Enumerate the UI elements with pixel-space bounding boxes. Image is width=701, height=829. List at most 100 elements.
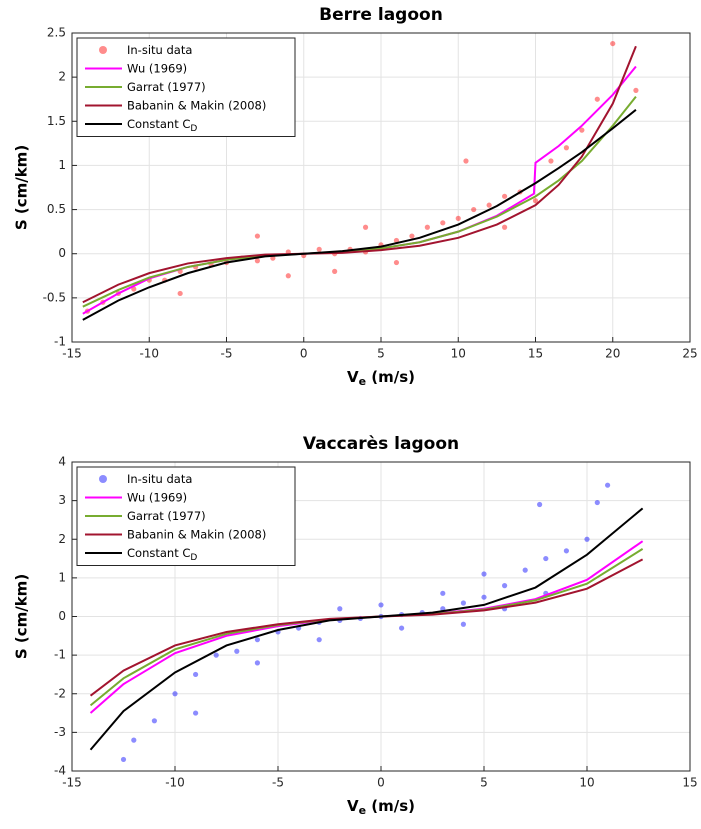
- legend-label: Babanin & Makin (2008): [127, 98, 266, 112]
- legend-label: Wu (1969): [127, 61, 187, 75]
- legend-label-main: Constant C: [127, 546, 190, 560]
- data-point: [594, 499, 600, 506]
- data-point: [172, 691, 178, 697]
- x-tick-label: -10: [165, 776, 185, 790]
- legend-label: In-situ data: [127, 472, 192, 486]
- x-tick-label: 15: [528, 347, 543, 361]
- data-point: [332, 268, 338, 274]
- data-point: [193, 671, 199, 678]
- y-axis-label: S (cm/km): [13, 145, 31, 230]
- x-tick-label: 20: [605, 347, 620, 361]
- data-point: [455, 215, 461, 221]
- data-point: [378, 602, 384, 608]
- x-tick-label: -5: [221, 347, 233, 361]
- data-point: [463, 158, 469, 164]
- legend-label: Constant CD: [127, 117, 197, 134]
- y-tick-label: 2.5: [47, 26, 66, 40]
- data-point: [213, 652, 219, 658]
- data-point: [151, 718, 157, 724]
- y-tick-label: -4: [54, 764, 66, 778]
- data-point: [440, 220, 446, 226]
- data-point: [543, 555, 549, 562]
- data-point: [424, 224, 430, 230]
- x-axis-label: Ve (m/s): [347, 368, 415, 389]
- x-tick-label: 10: [451, 347, 466, 361]
- x-axis-label-sub: e: [359, 375, 366, 388]
- data-point: [254, 233, 260, 239]
- legend-label-main: Garrat (1977): [127, 509, 206, 523]
- data-point: [481, 594, 487, 600]
- legend-label: Garrat (1977): [127, 509, 206, 523]
- data-point: [254, 637, 260, 643]
- legend-label: Constant CD: [127, 546, 197, 563]
- legend-marker: [99, 475, 107, 483]
- data-point: [337, 606, 343, 612]
- data-point: [131, 286, 137, 292]
- x-axis-label-main: V: [347, 368, 359, 386]
- curve: [82, 45, 637, 304]
- data-point: [120, 756, 127, 763]
- axes-frame: [71, 32, 691, 343]
- legend-label-main: Constant C: [127, 117, 190, 131]
- y-axis-label: S (cm/km): [13, 574, 31, 659]
- x-axis-label-rest: (m/s): [366, 797, 415, 815]
- legend-label-sub: D: [190, 553, 197, 563]
- x-tick-label: 10: [579, 776, 594, 790]
- y-tick-label: 0: [58, 609, 66, 623]
- y-tick-label: 1.5: [47, 114, 66, 128]
- data-point: [399, 625, 405, 631]
- x-axis-label-main: V: [347, 797, 359, 815]
- data-point: [579, 127, 585, 133]
- data-point: [502, 583, 508, 589]
- legend-label-main: In-situ data: [127, 43, 192, 57]
- chart: -15 -10 -5 0 5 10 15 20 25 -1 -0.5 0 0.5 1 1.5 2 2.5 Berr…: [13, 5, 698, 388]
- curve: [82, 109, 637, 321]
- y-tick-label: -1: [54, 335, 66, 349]
- y-tick-label: 1: [58, 570, 66, 584]
- data-point: [285, 273, 291, 279]
- y-tick-label: 2: [58, 70, 66, 84]
- data-point: [316, 637, 322, 643]
- data-point: [532, 198, 539, 204]
- data-point: [563, 548, 570, 554]
- y-tick-label: -0.5: [43, 290, 66, 304]
- x-tick-label: -15: [62, 347, 82, 361]
- data-point: [440, 590, 446, 596]
- x-axis-label-sub: e: [359, 804, 366, 817]
- data-point: [393, 259, 400, 266]
- data-point: [131, 737, 137, 743]
- chart-title: Berre lagoon: [319, 5, 443, 25]
- data-point: [610, 40, 616, 47]
- x-tick-label: 5: [480, 776, 488, 790]
- data-point: [471, 206, 477, 213]
- legend-label-sub: D: [190, 124, 197, 134]
- data-point: [234, 648, 240, 654]
- data-point: [522, 567, 528, 573]
- legend-marker: [99, 46, 107, 54]
- data-point: [316, 246, 322, 252]
- data-point: [460, 600, 466, 606]
- x-tick-label: -5: [272, 776, 284, 790]
- legend-label: Babanin & Makin (2008): [127, 527, 266, 541]
- data-point: [537, 501, 543, 508]
- x-tick-label: 15: [682, 776, 697, 790]
- curve: [89, 507, 644, 751]
- legend-label-main: Babanin & Makin (2008): [127, 98, 266, 112]
- legend-label-main: Garrat (1977): [127, 80, 206, 94]
- y-tick-label: 2: [58, 532, 66, 546]
- y-tick-label: 0: [58, 246, 66, 260]
- legend-label-main: In-situ data: [127, 472, 192, 486]
- x-axis-label: Ve (m/s): [347, 797, 415, 818]
- data-point: [254, 258, 260, 264]
- data-point: [502, 193, 508, 199]
- x-tick-label: 0: [377, 776, 385, 790]
- x-axis-label-rest: (m/s): [366, 368, 415, 386]
- data-point: [393, 237, 400, 244]
- legend-label: Garrat (1977): [127, 80, 206, 94]
- data-point: [254, 660, 260, 666]
- x-tick-label: -10: [139, 347, 159, 361]
- data-point: [481, 571, 487, 577]
- x-tick-label: 5: [377, 347, 385, 361]
